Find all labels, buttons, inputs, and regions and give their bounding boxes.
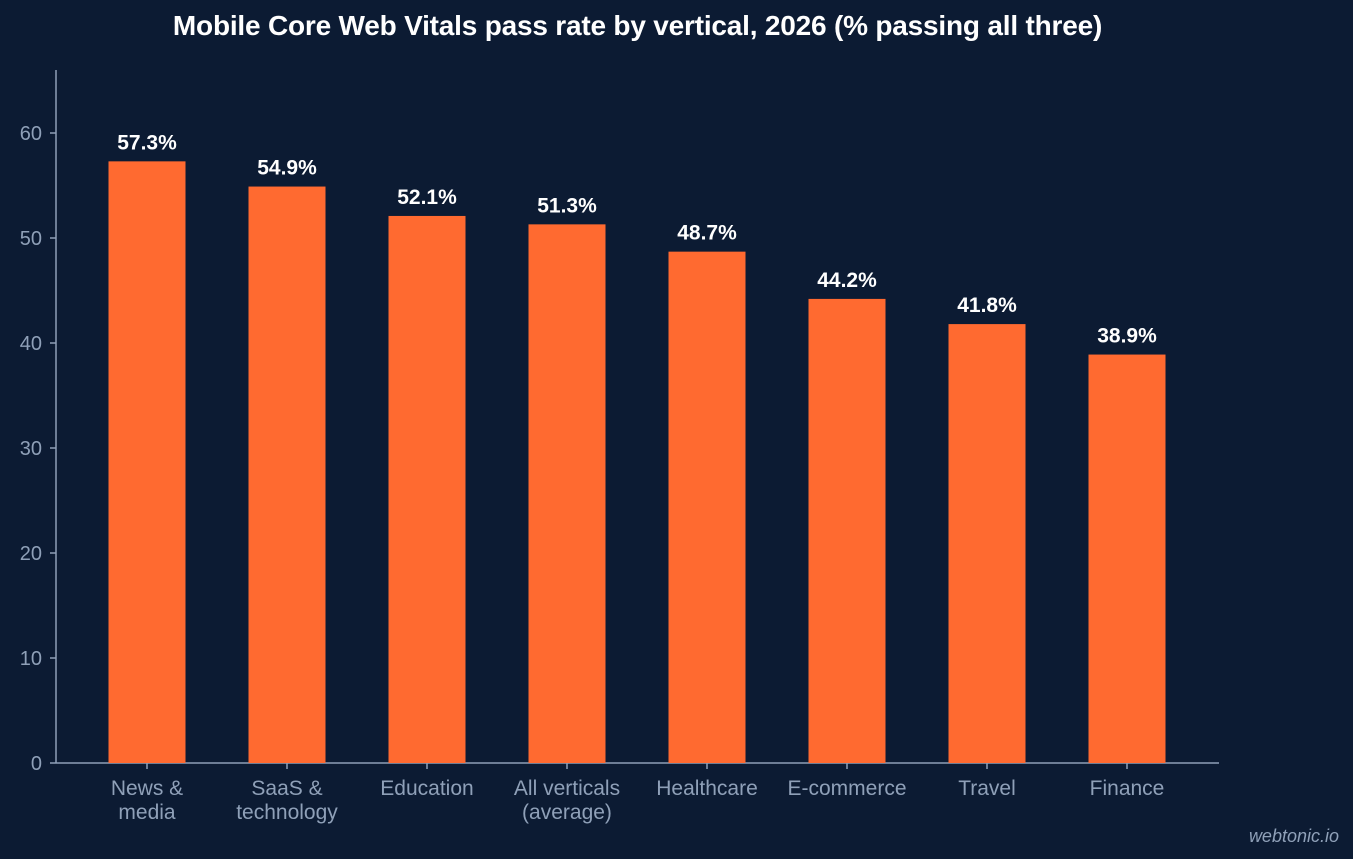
data-label: 38.9% (1097, 325, 1157, 348)
y-tick-label: 0 (31, 753, 42, 775)
x-tick-label: E-commerce (787, 777, 906, 800)
bar (248, 186, 326, 764)
data-label: 51.3% (537, 194, 597, 217)
data-label: 54.9% (257, 157, 317, 180)
y-tick-label: 20 (20, 543, 42, 565)
x-tick-label: News & media (111, 777, 183, 824)
bar (1088, 354, 1166, 763)
chart-title: Mobile Core Web Vitals pass rate by vert… (172, 10, 1103, 41)
bar (808, 298, 886, 763)
x-tick-label: Healthcare (656, 777, 758, 800)
x-tick-label: All verticals (average) (514, 777, 620, 824)
data-label: 44.2% (817, 269, 877, 292)
data-label: 48.7% (677, 222, 737, 245)
bar (528, 224, 606, 764)
x-tick-label: Finance (1090, 777, 1165, 800)
bar (388, 215, 466, 763)
y-tick-label: 50 (20, 228, 42, 250)
x-tick-label: Education (380, 777, 473, 800)
y-tick-label: 60 (20, 123, 42, 145)
data-label: 41.8% (957, 294, 1017, 317)
bar (948, 324, 1026, 763)
x-tick-label: Travel (958, 777, 1016, 800)
data-label: 52.1% (397, 186, 457, 209)
bar (108, 161, 186, 764)
y-tick-label: 10 (20, 648, 42, 670)
watermark: webtonic.io (1248, 826, 1339, 846)
y-tick-label: 40 (20, 333, 42, 355)
y-tick-label: 30 (20, 438, 42, 460)
data-label: 57.3% (117, 131, 177, 154)
bar (668, 251, 746, 763)
x-tick-label: SaaS & technology (236, 777, 338, 824)
